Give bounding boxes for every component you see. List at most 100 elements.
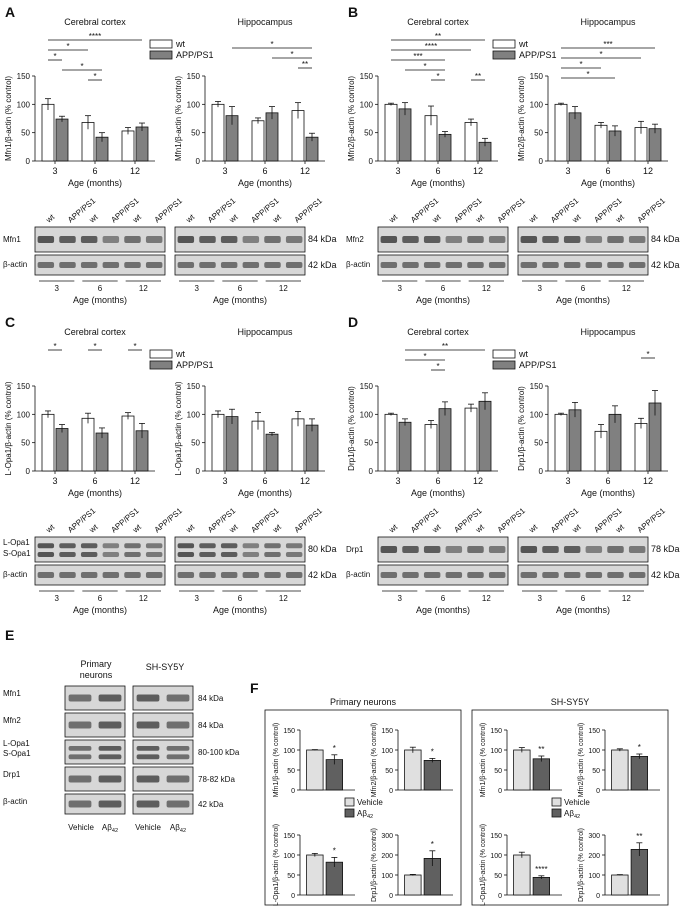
- e-row-label: Mfn1: [3, 689, 21, 698]
- blot-actin-cortex: [34, 254, 166, 276]
- protein-label: Mfn1: [3, 235, 21, 244]
- bar-vehicle: [404, 749, 422, 791]
- blot-band: [423, 572, 441, 578]
- y-tick-label: 50: [21, 129, 30, 138]
- y-tick-label: 50: [385, 768, 393, 775]
- age-label: 6: [98, 284, 103, 293]
- blot-band: [380, 546, 398, 553]
- sig-label: *: [93, 72, 96, 81]
- blot-cortex: [34, 226, 166, 253]
- blot-band: [166, 775, 190, 783]
- bar-app-3: [225, 416, 239, 472]
- y-tick-label: 50: [21, 439, 30, 448]
- panel-letter-A: A: [5, 4, 15, 20]
- blot-cortex: [34, 536, 166, 563]
- lane-label: wt: [184, 522, 197, 535]
- blot-band: [80, 543, 98, 549]
- sig-label: *: [133, 342, 136, 351]
- y-tick-label: 0: [498, 788, 502, 795]
- blot-band: [520, 262, 538, 268]
- e-kda: 78-82 kDa: [198, 775, 235, 784]
- x-axis-label: Age (months): [68, 488, 122, 498]
- y-tick-label: 150: [530, 382, 544, 391]
- lane-label: wt: [570, 522, 583, 535]
- y-tick-label: 300: [381, 833, 393, 840]
- y-tick-label: 50: [191, 439, 200, 448]
- age-axis-label: Age (months): [556, 605, 610, 615]
- age-label: 3: [537, 284, 542, 293]
- blot-band: [467, 546, 484, 553]
- blot-band: [102, 543, 120, 549]
- blot-band: [488, 236, 506, 243]
- blot-band: [285, 552, 303, 557]
- y-tick-label: 0: [196, 157, 201, 166]
- y-axis-label: Mfn1/β-actin (% control): [4, 76, 13, 161]
- header-shsy: SH-SY5Y: [146, 662, 185, 672]
- legend-swatch-wt: [492, 39, 516, 49]
- x-tick-label: 12: [643, 476, 653, 486]
- blot-band: [607, 236, 624, 243]
- blot-band: [402, 236, 419, 243]
- blot-band: [488, 546, 506, 553]
- y-tick-label: 100: [360, 410, 374, 419]
- protein-label: Drp1: [346, 545, 364, 554]
- x-tick-label: 6: [92, 476, 97, 486]
- x-tick-label: 3: [222, 166, 227, 176]
- blot-band: [285, 262, 303, 268]
- x-tick-label: 6: [92, 166, 97, 176]
- blot-band: [98, 754, 122, 760]
- panel-letter-D: D: [348, 314, 358, 330]
- blot-band: [177, 262, 195, 268]
- e-kda: 42 kDa: [198, 800, 224, 809]
- actin-label: β-actin: [346, 260, 370, 269]
- bar-wt-3: [384, 413, 398, 472]
- blot-frame: [517, 564, 649, 586]
- blot-band: [585, 546, 603, 553]
- y-axis-label: Drp1/β-actin (% control): [578, 828, 585, 902]
- blot-band: [380, 572, 398, 578]
- sig-label: ***: [603, 40, 612, 49]
- blot-band: [68, 721, 92, 729]
- blot-band: [37, 572, 55, 578]
- lane-label: APP/PS1: [496, 506, 528, 535]
- blot-band: [242, 236, 260, 243]
- panel-letter-F: F: [250, 680, 259, 696]
- y-tick-label: 50: [534, 439, 543, 448]
- bar-app-12: [478, 400, 492, 472]
- x-axis-label: Age (months): [238, 488, 292, 498]
- lane-label: APP/PS1: [153, 506, 185, 535]
- blot-band: [136, 800, 160, 808]
- bar-wt-3: [554, 103, 568, 162]
- age-axis-label: Age (months): [73, 605, 127, 615]
- protein-label: S-Opa1: [3, 549, 31, 558]
- blot-band: [98, 746, 122, 751]
- bar-vehicle: [306, 854, 324, 896]
- sig-label: **: [302, 60, 308, 69]
- blot-band: [80, 236, 98, 243]
- y-tick-label: 0: [596, 893, 600, 900]
- kda-label: 84 kDa: [308, 234, 337, 244]
- y-tick-label: 150: [530, 72, 544, 81]
- y-axis-label: Drp1/β-actin (% control): [517, 386, 526, 471]
- blot-band: [59, 262, 76, 268]
- age-axis-label: Age (months): [416, 295, 470, 305]
- legend-swatch-app: [149, 360, 173, 370]
- y-tick-label: 50: [191, 129, 200, 138]
- age-label: 3: [397, 284, 402, 293]
- sig-label: *: [431, 840, 434, 849]
- blot-band: [98, 800, 122, 808]
- x-tick-label: 3: [222, 476, 227, 486]
- blot-frame: [517, 226, 649, 253]
- e-blot-shsy: [132, 793, 194, 815]
- lane-label: wt: [613, 212, 626, 225]
- blot-band: [98, 721, 122, 729]
- blot-frame: [64, 739, 126, 765]
- y-axis-label: Mfn2/β-actin (% control): [517, 76, 526, 161]
- chart-C-cortex: Cerebral cortex 0 50 100 150 L-Opa1/β-actin (…: [4, 327, 155, 498]
- bar-abeta: [630, 849, 648, 896]
- chart-C-hippo: Hippocampus 0 50 100 150 L-Opa1/β-actin (% co…: [174, 327, 325, 498]
- sig-label: ****: [89, 32, 101, 41]
- chart-D-hippo: Hippocampus 0 50 100 150 Drp1/β-actin (% cont…: [517, 327, 668, 498]
